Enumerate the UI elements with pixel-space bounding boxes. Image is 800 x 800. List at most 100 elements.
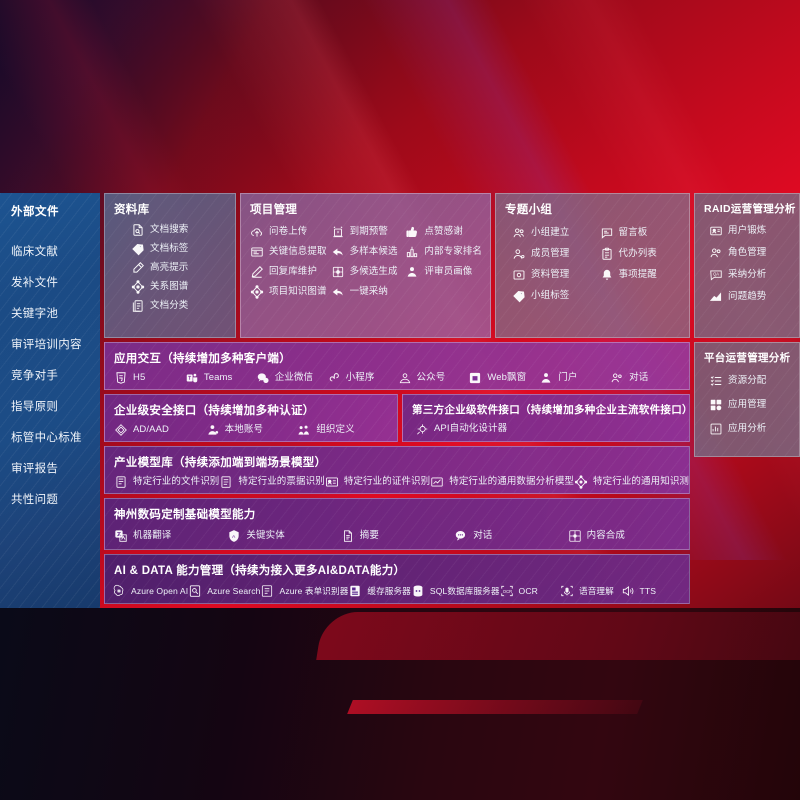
menu-item-project-knowledge-graph[interactable]: 项目知识图谱 (250, 285, 327, 299)
menu-item-azure-search[interactable]: Azure Search (188, 584, 260, 598)
menu-item-dialog[interactable]: 对话 (610, 371, 681, 385)
menu-item-reviewer-portrait[interactable]: 评审员画像 (405, 265, 482, 279)
menu-item-one-click-adopt[interactable]: 一键采纳 (331, 285, 402, 299)
menu-label: 缓存服务器 (367, 585, 411, 596)
todo-list-icon (600, 247, 614, 261)
menu-label: 特定行业的通用知识测课模型 (593, 476, 690, 488)
sidebar-item-common-issues[interactable]: 共性问题 (11, 493, 59, 506)
menu-label: 成员管理 (531, 248, 570, 260)
menu-item-group-tag[interactable]: 小组标签 (512, 289, 594, 303)
menu-item-ocr[interactable]: OCR OCR (500, 584, 560, 598)
sidebar-list: 临床文献 发补文件 关键字池 审评培训内容 竞争对手 指导原则 标管中心标准 审… (0, 235, 100, 514)
menu-item-event-reminder[interactable]: 事项提醒 (600, 268, 682, 282)
menu-label: 事项提醒 (618, 269, 657, 281)
menu-item-h5[interactable]: H5 (114, 371, 185, 385)
menu-item-file-recognition[interactable]: 特定行业的文件识别 (114, 475, 219, 489)
sidebar-item-review-report[interactable]: 审评报告 (11, 462, 59, 475)
menu-label: 多样本候选 (349, 246, 398, 258)
teams-icon (185, 371, 199, 385)
menu-item-local-account[interactable]: 本地账号 (206, 423, 298, 437)
menu-item-cache-server[interactable]: 缓存服务器 (348, 584, 411, 598)
menu-item-issue-trend[interactable]: 问题趋势 (709, 290, 791, 304)
data-analysis-model-icon (430, 475, 444, 489)
panel-thirdparty-title: 第三方企业级软件接口（持续增加多种企业主流软件接口） (412, 404, 690, 416)
menu-item-document-category[interactable]: 文档分类 (131, 299, 227, 313)
menu-item-org-define[interactable]: 组织定义 (297, 423, 389, 437)
panel-project-management: 项目管理 问卷上传 到期预警 点赞感谢 (240, 193, 491, 338)
panel-basemodel-title: 神州数码定制基础模型能力 (114, 509, 256, 521)
menu-item-tts[interactable]: TTS (621, 584, 681, 598)
document-category-icon (131, 299, 145, 313)
menu-label: 问题趋势 (728, 291, 767, 303)
menu-item-chat[interactable]: 对话 (454, 529, 567, 543)
sidebar-item-competitors[interactable]: 竞争对手 (11, 369, 59, 382)
menu-item-app-management[interactable]: 应用管理 (709, 398, 791, 412)
menu-item-data-analysis-model[interactable]: 特定行业的通用数据分析模型 (430, 475, 574, 489)
menu-item-document-tag[interactable]: 文档标签 (131, 242, 227, 256)
menu-label: H5 (133, 372, 146, 384)
menu-item-message-board[interactable]: 留言板 (600, 226, 682, 240)
content-synthesis-icon (568, 529, 582, 543)
menu-label: 组织定义 (316, 424, 355, 436)
panel-topic-group: 专题小组 小组建立 留言板 成员管理 (495, 193, 690, 338)
menu-item-reply-library-maintain[interactable]: 回复库维护 (250, 265, 327, 279)
menu-item-web-popup[interactable]: Web飘窗 (468, 371, 539, 385)
panel-basemodel-items: 机器翻译 A 关键实体 摘要 对话 (105, 522, 689, 549)
menu-item-summary[interactable]: 摘要 (341, 529, 454, 543)
menu-item-key-info-extract[interactable]: 关键信息提取 (250, 245, 327, 259)
menu-item-multi-candidate-generate[interactable]: 多候选生成 (331, 265, 402, 279)
menu-item-content-synthesis[interactable]: 内容合成 (568, 529, 681, 543)
menu-item-highlight[interactable]: 高亮提示 (131, 261, 227, 275)
menu-label: 回复库维护 (269, 266, 318, 278)
sidebar-item-clinical-literature[interactable]: 临床文献 (11, 245, 59, 258)
menu-item-todo-list[interactable]: 代办列表 (600, 247, 682, 261)
menu-item-knowledge-model[interactable]: 特定行业的通用知识测课模型 (574, 475, 690, 489)
sidebar-item-supplement-files[interactable]: 发补文件 (11, 276, 59, 289)
menu-item-sql-database[interactable]: SQL数据库服务器 (411, 584, 500, 598)
menu-item-internal-expert-ranking[interactable]: 内部专家排名 (405, 245, 482, 259)
menu-item-speech-understanding[interactable]: 语音理解 (560, 584, 620, 598)
menu-item-thanks-like[interactable]: 点赞感谢 (405, 225, 482, 239)
menu-item-official-account[interactable]: 公众号 (398, 371, 469, 385)
sidebar-item-guidelines[interactable]: 指导原则 (11, 400, 59, 413)
menu-item-member-manage[interactable]: 成员管理 (512, 247, 594, 261)
menu-item-group-create[interactable]: 小组建立 (512, 226, 594, 240)
app-analysis-icon (709, 422, 723, 436)
menu-item-questionnaire-upload[interactable]: 问卷上传 (250, 225, 327, 239)
menu-item-resource-allocation[interactable]: 资源分配 (709, 374, 791, 388)
menu-item-wecom[interactable]: 企业微信 (256, 371, 327, 385)
group-create-icon (512, 226, 526, 240)
panels-board: 资料库 文档搜索 文档标签 高亮提示 (104, 193, 800, 608)
menu-item-ad-aad[interactable]: AD/AAD (114, 423, 206, 437)
menu-item-azure-form-recognizer[interactable]: Azure 表单识别器 (260, 584, 348, 598)
menu-item-key-entity[interactable]: A 关键实体 (227, 529, 340, 543)
menu-item-multi-sample-candidate[interactable]: 多样本候选 (331, 245, 402, 259)
menu-item-user-card[interactable]: 用户锻炼 (709, 224, 791, 238)
menu-item-id-recognition[interactable]: 特定行业的证件识别 (325, 475, 430, 489)
menu-label: 关键实体 (246, 530, 285, 542)
menu-item-expiry-warning[interactable]: 到期预警 (331, 225, 402, 239)
menu-item-role-manage[interactable]: 角色管理 (709, 246, 791, 260)
sidebar-item-review-training[interactable]: 审评培训内容 (11, 338, 82, 351)
menu-item-material-manage[interactable]: 资料管理 (512, 268, 594, 282)
menu-item-document-search[interactable]: 文档搜索 (131, 223, 227, 237)
speech-understanding-icon (560, 584, 574, 598)
menu-item-teams[interactable]: Teams (185, 371, 256, 385)
tts-icon (621, 584, 635, 598)
menu-item-portal[interactable]: 门户 (539, 371, 610, 385)
menu-item-invoice-recognition[interactable]: 特定行业的票据识别 (219, 475, 325, 489)
menu-label: 代办列表 (618, 248, 657, 260)
menu-item-machine-translate[interactable]: 机器翻译 (114, 529, 227, 543)
menu-item-app-analysis[interactable]: 应用分析 (709, 422, 791, 436)
menu-item-miniprogram[interactable]: 小程序 (327, 371, 398, 385)
svg-text:QA: QA (713, 272, 719, 277)
panel-enterprise-security: 企业级安全接口（持续增加多种认证） AD/AAD 本地账号 组织定义 (104, 394, 398, 442)
sidebar-item-keyword-pool[interactable]: 关键字池 (11, 307, 59, 320)
menu-item-relation-graph[interactable]: 关系图谱 (131, 280, 227, 294)
menu-item-api-designer[interactable]: API自动化设计器 (415, 422, 681, 436)
menu-item-azure-openai[interactable]: Azure Open AI (112, 584, 188, 598)
menu-label: 问卷上传 (269, 226, 308, 238)
sidebar-item-standards-center[interactable]: 标管中心标准 (11, 431, 82, 444)
menu-item-adoption-analysis[interactable]: QA 采纳分析 (709, 268, 791, 282)
menu-label: Azure Search (207, 585, 261, 596)
